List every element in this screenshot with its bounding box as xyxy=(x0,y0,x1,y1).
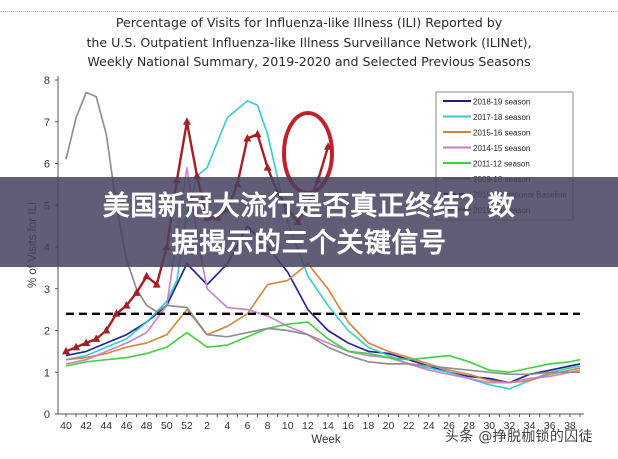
triangle-marker-icon xyxy=(132,288,141,296)
x-tick-label: 36 xyxy=(544,420,556,432)
triangle-marker-icon xyxy=(182,117,191,125)
x-tick-label: 22 xyxy=(403,420,415,432)
triangle-marker-icon xyxy=(122,300,131,309)
x-tick-label: 8 xyxy=(265,420,271,432)
author-watermark: 头条 @挣脱枷锁的囚徒 xyxy=(445,429,593,445)
triangle-marker-icon xyxy=(102,326,111,334)
legend-label: 2011-12 season xyxy=(473,160,530,169)
y-tick-label: 1 xyxy=(44,367,50,379)
x-tick-label: 10 xyxy=(282,420,294,432)
legend-label: 2015-16 season xyxy=(473,129,530,138)
x-tick-label: 6 xyxy=(244,420,250,432)
y-tick-label: 8 xyxy=(44,75,50,87)
x-tick-label: 44 xyxy=(100,420,112,432)
headline-overlay xyxy=(0,177,618,267)
triangle-marker-icon xyxy=(92,334,101,342)
x-tick-label: 2 xyxy=(204,420,210,432)
title-line-3: Weekly National Summary, 2019-2020 and S… xyxy=(87,54,531,69)
x-tick-label: 4 xyxy=(224,420,230,432)
title-line-1: Percentage of Visits for Influenza-like … xyxy=(115,15,503,30)
legend-label: 2018-19 season xyxy=(473,98,530,107)
legend-label: 2014-15 season xyxy=(473,144,530,153)
x-tick-label: 34 xyxy=(524,420,536,432)
title-line-2: the U.S. Outpatient Influenza-like Illne… xyxy=(86,34,532,50)
triangle-marker-icon xyxy=(243,133,252,142)
legend-label: 2017-18 season xyxy=(473,113,530,122)
x-tick-label: 40 xyxy=(60,420,72,432)
y-tick-label: 7 xyxy=(44,117,50,129)
triangle-marker-icon xyxy=(82,338,91,347)
x-tick-label: 26 xyxy=(443,420,455,432)
headline-line-2: 据揭示的三个关键信号 xyxy=(171,228,447,259)
headline: 美国新冠大流行是否真正终结？数 据揭示的三个关键信号 xyxy=(0,188,618,262)
triangle-marker-icon xyxy=(263,163,272,171)
x-tick-label: 20 xyxy=(383,420,395,432)
x-tick-label: 46 xyxy=(121,420,133,432)
headline-line-1: 美国新冠大流行是否真正终结？数 xyxy=(102,191,516,222)
x-tick-label: 12 xyxy=(302,420,314,432)
x-tick-label: 30 xyxy=(483,420,495,432)
x-tick-label: 24 xyxy=(423,420,435,432)
top-divider xyxy=(0,11,618,12)
x-tick-label: 32 xyxy=(504,420,516,432)
x-tick-label: 52 xyxy=(181,420,193,432)
x-tick-label: 14 xyxy=(322,420,334,432)
x-tick-label: 48 xyxy=(141,420,153,432)
y-tick-label: 6 xyxy=(44,159,50,171)
x-tick-label: 16 xyxy=(342,420,354,432)
x-axis-label: Week xyxy=(311,434,340,446)
triangle-marker-icon xyxy=(142,271,151,280)
y-tick-label: 0 xyxy=(44,409,50,421)
series-line-2011-12-season xyxy=(65,321,581,374)
x-tick-label: 42 xyxy=(80,420,92,432)
chart-title: Percentage of Visits for Influenza-like … xyxy=(0,13,618,72)
x-tick-label: 38 xyxy=(564,420,576,432)
triangle-marker-icon xyxy=(253,129,262,138)
triangle-marker-icon xyxy=(72,342,81,351)
x-tick-label: 18 xyxy=(363,420,375,432)
triangle-marker-icon xyxy=(152,280,161,288)
x-tick-label: 50 xyxy=(161,420,173,432)
x-tick-label: 28 xyxy=(463,420,475,432)
y-tick-label: 3 xyxy=(44,284,50,296)
triangle-marker-icon xyxy=(62,346,70,355)
series-line-2014-15-season xyxy=(65,166,581,384)
y-tick-label: 2 xyxy=(44,326,50,338)
